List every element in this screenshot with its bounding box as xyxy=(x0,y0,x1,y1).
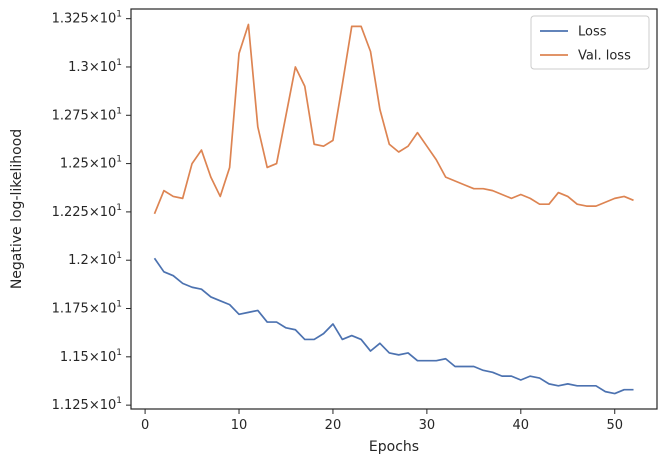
y-tick-label: 1.15×101 xyxy=(60,348,122,365)
y-axis-label: Negative log-likelihood xyxy=(9,129,25,289)
legend: Loss Val. loss xyxy=(530,15,650,70)
legend-label-val-loss: Val. loss xyxy=(578,49,631,64)
x-tick-label: 20 xyxy=(325,418,342,433)
y-tick-label: 1.125×101 xyxy=(52,396,122,413)
plot-area xyxy=(130,8,658,410)
x-axis-label: Epochs xyxy=(369,439,419,455)
y-axis-ticks: 1.125×101 1.15×101 1.175×101 1.2×101 1.225×1… xyxy=(52,10,131,413)
x-tick-label: 0 xyxy=(141,418,149,433)
series-line-1 xyxy=(153,23,634,215)
y-tick-label: 1.275×101 xyxy=(52,106,122,123)
y-tick-label: 1.325×101 xyxy=(52,10,122,27)
series-lines xyxy=(153,23,634,395)
x-tick-label: 10 xyxy=(231,418,248,433)
y-tick-label: 1.25×101 xyxy=(60,155,122,172)
y-tick-label: 1.2×101 xyxy=(68,251,122,268)
series-line-0 xyxy=(153,257,634,395)
x-tick-label: 50 xyxy=(606,418,623,433)
x-tick-label: 30 xyxy=(419,418,436,433)
y-tick-label: 1.225×101 xyxy=(52,203,122,220)
x-axis-ticks: 0 10 20 30 40 50 xyxy=(141,409,623,433)
legend-label-loss: Loss xyxy=(578,25,607,40)
y-tick-label: 1.3×101 xyxy=(68,58,122,75)
x-tick-label: 40 xyxy=(513,418,530,433)
y-tick-label: 1.175×101 xyxy=(52,300,122,317)
